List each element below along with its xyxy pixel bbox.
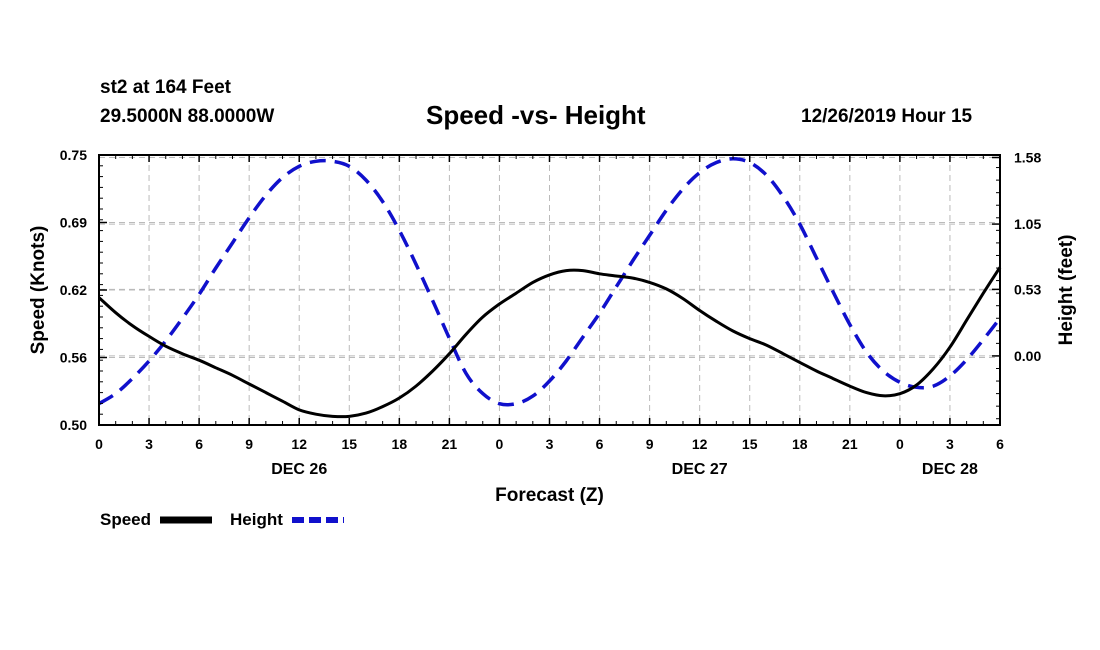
y-right-tick-label: 1.58: [1014, 150, 1041, 166]
x-tick-label: 0: [496, 436, 504, 452]
y-right-tick-label: 0.00: [1014, 348, 1041, 364]
x-tick-label: 0: [95, 436, 103, 452]
x-tick-label: 3: [946, 436, 954, 452]
x-tick-label: 12: [692, 436, 708, 452]
chart-title: Speed -vs- Height: [426, 100, 646, 130]
x-tick-label: 6: [195, 436, 203, 452]
y-right-tick-label: 1.05: [1014, 216, 1041, 232]
y-left-tick-label: 0.50: [60, 417, 87, 433]
date-label: DEC 26: [271, 461, 327, 478]
y-left-tick-label: 0.62: [60, 282, 87, 298]
x-tick-label: 0: [896, 436, 904, 452]
date-label: DEC 28: [922, 461, 978, 478]
series-line-speed: [97, 266, 1002, 419]
x-tick-label: 9: [646, 436, 654, 452]
legend-label-height: Height: [230, 510, 283, 529]
y-right-tick-label: 0.53: [1014, 281, 1041, 297]
x-tick-label: 6: [596, 436, 604, 452]
y-right-axis-title: Height (feet): [1056, 235, 1077, 346]
legend-label-speed: Speed: [100, 510, 151, 529]
x-tick-label: 18: [392, 436, 408, 452]
x-tick-label: 15: [742, 436, 758, 452]
legend: Speed Height: [100, 510, 344, 529]
x-tick-label: 15: [341, 436, 357, 452]
x-tick-label: 12: [291, 436, 307, 452]
series-layer: [97, 157, 1002, 419]
y-left-axis-title: Speed (Knots): [28, 226, 49, 355]
x-tick-label: 18: [792, 436, 808, 452]
tick-layer: [98, 154, 1001, 426]
date-label: DEC 27: [672, 461, 728, 478]
x-tick-label: 21: [842, 436, 858, 452]
series-line-height: [98, 157, 1002, 407]
label-layer: 0 3 6 9 12 15 18 21 0 3 6 9 12 15 18 21 0 3 6 0.50 0.56 0.62 0…: [28, 147, 1077, 506]
x-tick-label: 3: [145, 436, 153, 452]
x-tick-label: 6: [996, 436, 1004, 452]
y-left-tick-label: 0.56: [60, 350, 87, 366]
y-left-tick-label: 0.69: [60, 215, 87, 231]
x-tick-label: 21: [442, 436, 458, 452]
coordinates-label: 29.5000N 88.0000W: [100, 106, 275, 127]
forecast-date-label: 12/26/2019 Hour 15: [801, 106, 973, 127]
x-tick-label: 3: [546, 436, 554, 452]
station-label: st2 at 164 Feet: [100, 77, 231, 98]
y-left-tick-label: 0.75: [60, 147, 87, 163]
grid-layer: [99, 155, 1000, 425]
x-tick-label: 9: [245, 436, 253, 452]
x-axis-title: Forecast (Z): [495, 485, 604, 506]
